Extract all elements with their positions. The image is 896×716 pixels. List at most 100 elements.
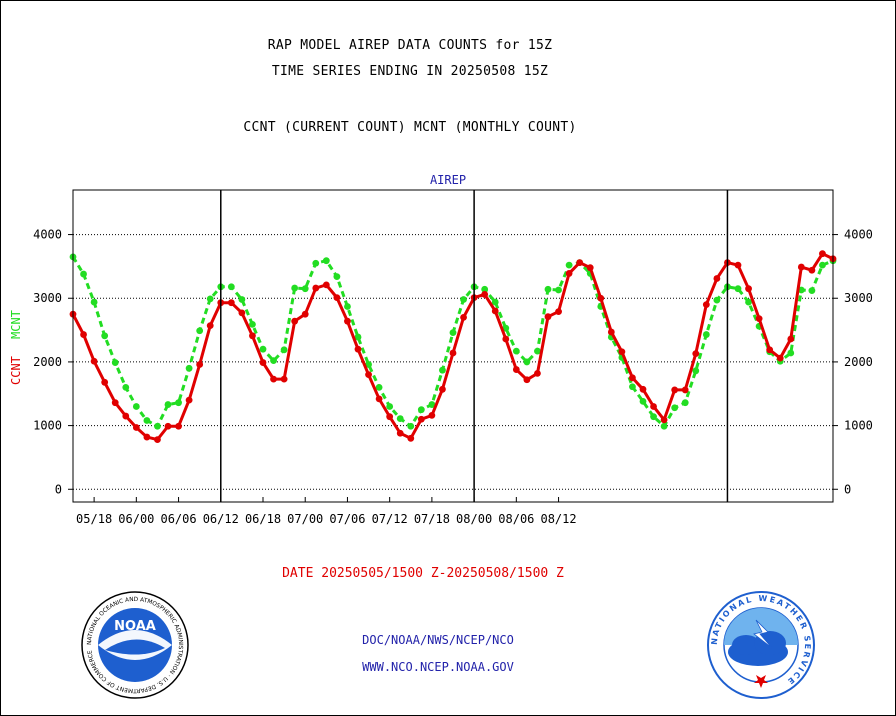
nws-logo: NATIONAL WEATHER SERVICE [707, 591, 815, 699]
point-ccnt-21 [291, 317, 299, 325]
point-ccnt-53 [629, 374, 636, 382]
point-mcnt-61 [713, 296, 721, 304]
x-tick-label-7: 07/12 [372, 512, 408, 526]
y-tick-label-right-3000: 3000 [844, 291, 873, 305]
point-mcnt-40 [491, 298, 499, 306]
point-mcnt-2 [90, 298, 98, 306]
y-axis-label-mcnt: MCNT [9, 310, 23, 339]
point-mcnt-9 [164, 401, 172, 408]
point-ccnt-12 [196, 361, 204, 368]
point-ccnt-5 [122, 412, 130, 420]
y-tick-label-left-0: 0 [55, 482, 62, 496]
point-mcnt-28 [365, 361, 372, 368]
point-ccnt-26 [344, 317, 351, 325]
point-ccnt-69 [797, 263, 805, 271]
y-tick-label-right-1000: 1000 [844, 419, 873, 433]
point-mcnt-33 [417, 406, 425, 414]
point-mcnt-58 [681, 399, 689, 407]
point-ccnt-35 [439, 385, 446, 393]
point-ccnt-30 [386, 413, 394, 421]
y-tick-label-left-2000: 2000 [33, 355, 62, 369]
point-ccnt-34 [428, 412, 436, 419]
point-mcnt-57 [671, 404, 679, 412]
point-ccnt-46 [555, 308, 562, 316]
point-mcnt-26 [344, 303, 351, 310]
point-ccnt-23 [312, 284, 320, 292]
chart-title: RAP MODEL AIREP DATA COUNTS for 15Z [267, 38, 553, 53]
point-ccnt-31 [396, 429, 404, 437]
point-ccnt-60 [702, 301, 710, 309]
point-mcnt-6 [132, 403, 140, 410]
point-ccnt-27 [354, 345, 362, 353]
point-mcnt-63 [734, 285, 742, 293]
point-ccnt-3 [101, 378, 109, 386]
panel-label: AIREP [430, 173, 466, 187]
point-mcnt-18 [259, 345, 267, 353]
point-ccnt-39 [481, 291, 489, 298]
point-ccnt-58 [681, 386, 689, 394]
x-tick-label-11: 08/12 [540, 512, 576, 526]
point-mcnt-39 [481, 285, 489, 293]
x-tick-label-5: 07/00 [287, 512, 323, 526]
point-ccnt-2 [90, 357, 98, 365]
point-ccnt-28 [365, 371, 372, 379]
point-mcnt-17 [249, 320, 256, 328]
point-ccnt-52 [618, 348, 626, 356]
x-axis-label: DATE 20250505/1500 Z-20250508/1500 Z [282, 566, 564, 581]
x-tick-label-4: 06/18 [245, 512, 281, 526]
chart-subtitle: TIME SERIES ENDING IN 20250508 15Z [271, 64, 549, 79]
series-layer [69, 250, 837, 443]
point-mcnt-54 [639, 397, 647, 405]
point-ccnt-17 [249, 332, 256, 340]
point-mcnt-35 [439, 366, 446, 374]
point-ccnt-55 [650, 403, 657, 410]
point-mcnt-12 [196, 327, 204, 335]
point-mcnt-45 [544, 285, 552, 293]
point-ccnt-54 [639, 385, 647, 393]
point-ccnt-71 [819, 250, 826, 258]
point-mcnt-21 [291, 284, 299, 292]
point-mcnt-71 [819, 261, 826, 269]
point-mcnt-11 [185, 364, 193, 372]
point-ccnt-6 [132, 424, 140, 431]
y-tick-label-left-4000: 4000 [33, 228, 62, 242]
point-mcnt-44 [534, 347, 541, 355]
point-ccnt-19 [270, 375, 277, 383]
point-mcnt-22 [301, 285, 309, 293]
point-ccnt-56 [660, 416, 668, 424]
point-mcnt-13 [206, 295, 214, 303]
point-mcnt-41 [502, 324, 510, 332]
point-ccnt-48 [576, 259, 584, 266]
point-ccnt-50 [597, 294, 605, 302]
y-tick-label-right-0: 0 [844, 482, 851, 496]
legend-line: CCNT (CURRENT COUNT) MCNT (MONTHLY COUNT… [243, 120, 577, 135]
point-mcnt-70 [808, 287, 816, 295]
point-ccnt-36 [449, 349, 457, 357]
noaa-logo: NOAA NATIONAL OCEANIC AND ATMOSPHERIC AD… [81, 591, 189, 699]
point-ccnt-29 [375, 395, 383, 403]
point-ccnt-20 [280, 375, 288, 383]
point-mcnt-27 [354, 333, 362, 341]
point-mcnt-24 [322, 257, 330, 265]
point-mcnt-10 [175, 399, 182, 407]
noaa-wordmark: NOAA [114, 619, 156, 634]
point-mcnt-53 [629, 383, 636, 391]
y-tick-label-right-4000: 4000 [844, 228, 873, 242]
point-ccnt-41 [502, 335, 510, 343]
point-ccnt-37 [460, 313, 467, 321]
point-ccnt-4 [111, 399, 119, 407]
axes-layer: 0 0 1000 1000 2000 2000 3000 3000 4000 4000 05/18 0… [33, 189, 873, 526]
point-mcnt-43 [523, 358, 531, 366]
point-ccnt-70 [808, 266, 816, 274]
footer-agency-path: DOC/NOAA/NWS/NCEP/NCO [362, 633, 514, 647]
point-ccnt-1 [80, 331, 87, 338]
point-mcnt-25 [333, 273, 341, 280]
point-mcnt-8 [154, 422, 161, 430]
point-mcnt-47 [565, 261, 573, 269]
point-mcnt-29 [375, 383, 383, 391]
point-mcnt-59 [692, 367, 700, 375]
point-ccnt-7 [143, 433, 151, 441]
footer-website-link[interactable]: WWW.NCO.NCEP.NOAA.GOV [362, 660, 514, 674]
point-ccnt-18 [259, 359, 267, 366]
y-tick-label-left-3000: 3000 [33, 291, 62, 305]
